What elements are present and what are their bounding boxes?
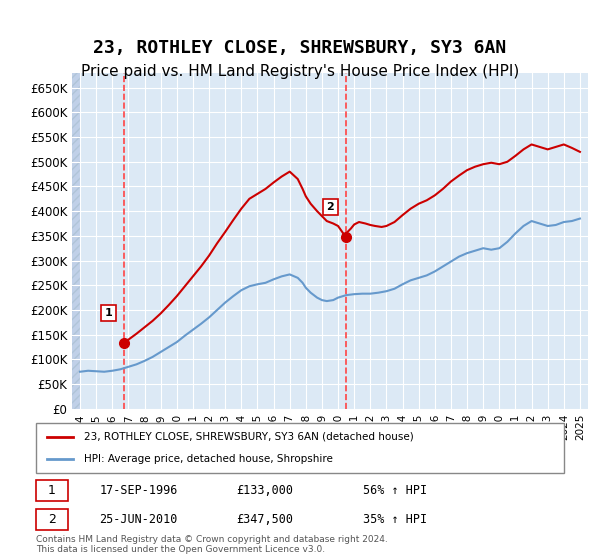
Text: 23, ROTHLEY CLOSE, SHREWSBURY, SY3 6AN: 23, ROTHLEY CLOSE, SHREWSBURY, SY3 6AN [94, 39, 506, 57]
Bar [72, 73, 80, 409]
Text: 56% ↑ HPI: 56% ↑ HPI [364, 484, 427, 497]
FancyBboxPatch shape [36, 423, 564, 473]
Text: 35% ↑ HPI: 35% ↑ HPI [364, 513, 427, 526]
Text: Contains HM Land Registry data © Crown copyright and database right 2024.
This d: Contains HM Land Registry data © Crown c… [36, 535, 388, 554]
Text: 2: 2 [326, 202, 334, 212]
Text: 2: 2 [48, 513, 56, 526]
Text: £133,000: £133,000 [236, 484, 293, 497]
FancyBboxPatch shape [36, 479, 68, 501]
Text: 1: 1 [104, 308, 112, 318]
Text: HPI: Average price, detached house, Shropshire: HPI: Average price, detached house, Shro… [83, 454, 332, 464]
Text: 23, ROTHLEY CLOSE, SHREWSBURY, SY3 6AN (detached house): 23, ROTHLEY CLOSE, SHREWSBURY, SY3 6AN (… [83, 432, 413, 442]
FancyBboxPatch shape [36, 509, 68, 530]
Text: 1: 1 [48, 484, 56, 497]
Text: 25-JUN-2010: 25-JUN-2010 [100, 513, 178, 526]
Text: 17-SEP-1996: 17-SEP-1996 [100, 484, 178, 497]
Text: £347,500: £347,500 [236, 513, 293, 526]
Text: Price paid vs. HM Land Registry's House Price Index (HPI): Price paid vs. HM Land Registry's House … [81, 64, 519, 80]
